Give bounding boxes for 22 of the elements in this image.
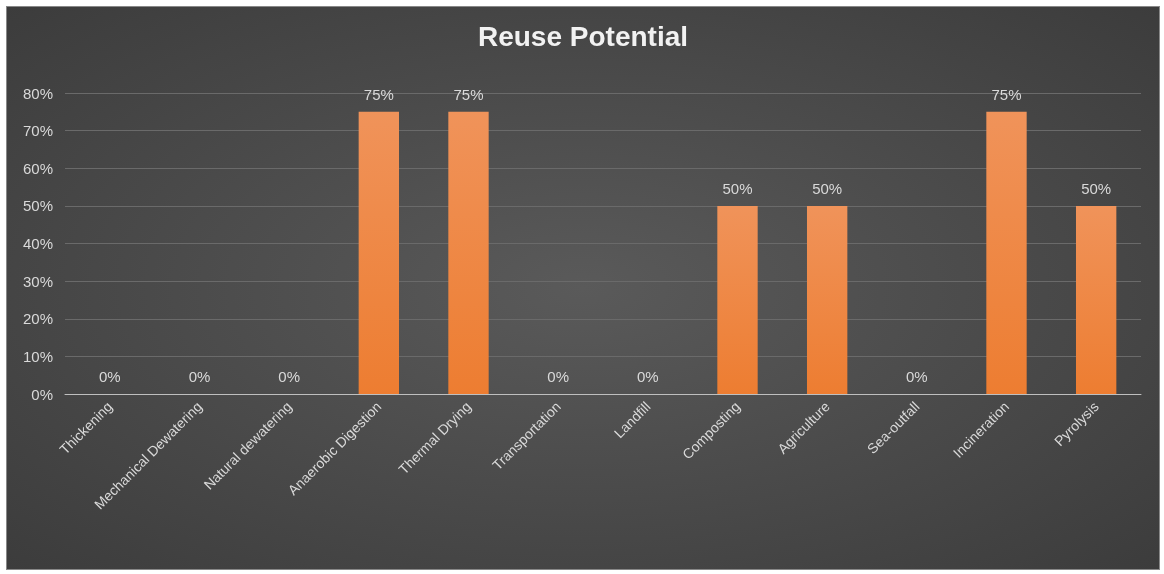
data-label: 75% [991,85,1022,103]
data-label: 50% [722,179,753,197]
data-label: 0% [98,368,121,385]
data-label: 75% [363,85,394,103]
data-label: 50% [812,179,843,197]
y-tick-label: 70% [22,122,53,140]
y-tick-label: 0% [31,385,53,403]
data-label: 75% [453,85,484,103]
data-label: 50% [1081,179,1112,197]
y-tick-label: 20% [22,310,53,328]
data-label: 0% [278,368,301,385]
y-tick-label: 10% [22,347,53,365]
y-tick-label: 50% [22,197,53,215]
data-label: 0% [905,368,928,385]
y-tick-label: 30% [22,272,53,290]
data-label: 0% [188,368,211,385]
data-label: 0% [636,368,659,385]
y-tick-label: 40% [22,235,53,252]
y-tick-label: 60% [22,159,53,177]
y-tick-label: 80% [22,84,53,102]
data-label: 0% [547,368,570,385]
chart-title: Reuse Potential [477,20,689,52]
